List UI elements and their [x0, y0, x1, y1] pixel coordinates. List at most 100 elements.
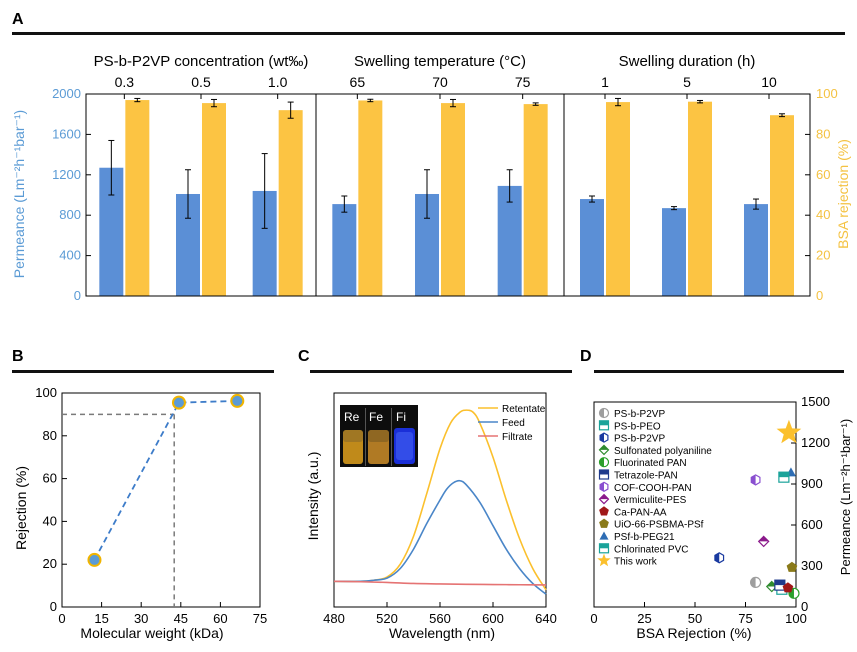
- c-x-tick-label: 520: [376, 611, 398, 626]
- a-group-title: PS-b-P2VP concentration (wt‰): [94, 53, 309, 70]
- b-x-tick-label: 45: [174, 611, 188, 626]
- d-legend-marker: [598, 444, 610, 456]
- a-rejection-bar: [125, 100, 150, 296]
- panel-label-c: C: [298, 348, 310, 365]
- d-data-point: [750, 474, 761, 486]
- a-right-tick-label: 60: [816, 167, 830, 182]
- d-legend-label: PS-b-PEO: [614, 421, 661, 432]
- c-series-feed: [333, 479, 547, 595]
- a-category-label: 10: [761, 74, 777, 90]
- a-group-title: Swelling temperature (°C): [354, 53, 526, 70]
- a-rejection-bar: [358, 100, 383, 297]
- d-legend-marker: [599, 531, 609, 540]
- panel-d-header-rule: [594, 370, 844, 373]
- d-x-tick-label: 0: [590, 611, 597, 626]
- d-legend-marker: [598, 420, 610, 431]
- panel-label-d: D: [580, 348, 592, 365]
- d-y-tick-label: 1200: [801, 435, 830, 450]
- panel-label-b: B: [12, 348, 24, 365]
- d-legend-marker: [598, 457, 610, 468]
- c-x-tick-label: 640: [535, 611, 557, 626]
- a-permeance-bar: [497, 185, 522, 296]
- a-right-tick-label: 80: [816, 126, 830, 141]
- c-x-tick-label: 560: [429, 611, 451, 626]
- d-legend-marker: [598, 407, 610, 419]
- inset-label-re: Re: [344, 410, 360, 424]
- a-rejection-bar: [278, 110, 303, 296]
- b-x-tick-label: 75: [253, 611, 267, 626]
- b-y-tick-label: 100: [35, 385, 57, 400]
- a-right-tick-label: 20: [816, 248, 830, 263]
- a-rejection-bar: [770, 115, 794, 297]
- d-data-point: [757, 535, 770, 548]
- b-x-tick-label: 0: [58, 611, 65, 626]
- a-ylabel-right: BSA rejection (%): [835, 139, 851, 249]
- d-y-tick-label: 300: [801, 558, 823, 573]
- a-rejection-bar: [523, 104, 548, 296]
- c-legend-label: Feed: [502, 418, 525, 429]
- panel-c-header-rule: [310, 370, 572, 373]
- d-data-point: [714, 552, 725, 564]
- a-category-label: 75: [515, 74, 531, 90]
- d-data-point: [786, 561, 798, 572]
- d-legend-label: UiO-66-PSBMA-PSf: [614, 520, 704, 531]
- a-right-tick-label: 40: [816, 207, 830, 222]
- d-legend-marker: [598, 469, 610, 480]
- a-rejection-bar: [202, 103, 226, 296]
- d-x-tick-label: 25: [637, 611, 651, 626]
- a-category-label: 0.3: [115, 74, 135, 90]
- d-x-tick-label: 75: [738, 611, 752, 626]
- d-y-tick-label: 900: [801, 476, 823, 491]
- b-x-tick-label: 60: [213, 611, 227, 626]
- a-left-tick-label: 800: [59, 207, 81, 222]
- d-legend-marker: [599, 506, 609, 516]
- d-data-point: [778, 471, 790, 483]
- a-permeance-bar: [744, 204, 768, 296]
- d-legend-label: Vermiculite-PES: [614, 495, 687, 506]
- d-legend-marker: [599, 518, 609, 528]
- d-legend-label: Tetrazole-PAN: [614, 471, 678, 482]
- d-legend-label: This work: [614, 557, 658, 568]
- d-data-point: [782, 582, 794, 593]
- b-ylabel: Rejection (%): [13, 466, 29, 550]
- d-y-tick-label: 0: [801, 599, 808, 614]
- panel-b-header-rule: [12, 370, 274, 373]
- a-left-tick-label: 2000: [52, 86, 81, 101]
- a-left-tick-label: 1600: [52, 126, 81, 141]
- b-series-line: [93, 400, 238, 561]
- d-data-point: [774, 579, 786, 591]
- d-legend-marker: [598, 493, 610, 505]
- a-right-tick-label: 0: [816, 288, 823, 303]
- a-rejection-bar: [688, 101, 712, 297]
- b-x-tick-label: 30: [134, 611, 148, 626]
- d-legend-marker: [597, 553, 611, 567]
- a-permeance-bar: [662, 208, 686, 296]
- b-data-point: [171, 395, 186, 410]
- d-legend-marker: [598, 543, 610, 554]
- a-group-title: Swelling duration (h): [619, 53, 756, 70]
- a-category-label: 70: [432, 74, 448, 90]
- b-data-point: [230, 393, 245, 408]
- panel-a-header-rule: [12, 32, 845, 35]
- d-legend-label: PSf-b-PEG21: [614, 532, 675, 543]
- b-y-tick-label: 80: [43, 428, 57, 443]
- d-legend-label: Chlorinated PVC: [614, 544, 688, 555]
- a-plot-frame: [85, 93, 811, 297]
- b-xlabel: Molecular weight (kDa): [80, 625, 223, 641]
- d-ylabel: Permeance (Lm⁻²h⁻¹bar⁻¹): [838, 419, 853, 575]
- a-rejection-bar: [606, 102, 630, 296]
- b-y-tick-label: 60: [43, 471, 57, 486]
- a-permeance-bar: [580, 199, 604, 296]
- a-left-tick-label: 1200: [52, 167, 81, 182]
- d-legend-label: PS-b-P2VP: [614, 434, 665, 445]
- line-chart-c: 480 520 560 600 640 Retentate Feed Filtrate Re…: [305, 392, 557, 641]
- c-x-tick-label: 480: [323, 611, 345, 626]
- d-legend-label: Ca-PAN-AA: [614, 507, 667, 518]
- c-series-filtrate: [333, 580, 547, 586]
- d-legend-marker: [599, 432, 609, 443]
- d-data-point: [776, 419, 802, 444]
- d-x-tick-label: 50: [688, 611, 702, 626]
- b-data-point: [87, 552, 102, 567]
- inset-label-fe: Fe: [369, 410, 383, 424]
- d-data-point: [749, 576, 762, 589]
